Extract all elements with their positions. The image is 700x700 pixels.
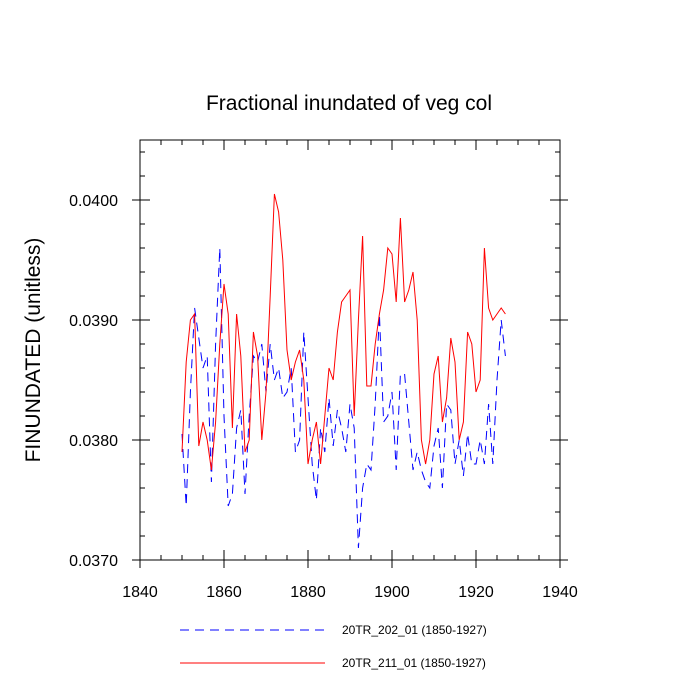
y-tick-label: 0.0380 <box>69 433 118 450</box>
series-layer <box>181 193 506 549</box>
tick-label-layer: 1840 1860 1880 1900 1920 1940 0.0370 0.0380 0.03… <box>69 193 578 601</box>
y-axis-label: FINUNDATED (unitless) <box>22 238 45 463</box>
legend: 20TR_202_01 (1850-1927) 20TR_211_01 (1850… <box>180 623 487 670</box>
y-tick-label: 0.0370 <box>69 553 118 570</box>
x-tick-label: 1840 <box>122 584 158 601</box>
y-tick-label: 0.0400 <box>69 193 118 210</box>
plot-frame <box>139 139 561 561</box>
legend-label-1: 20TR_202_01 (1850-1927) <box>342 623 487 637</box>
series-line-1 <box>181 247 506 549</box>
series-line-2 <box>181 193 506 471</box>
x-tick-label: 1860 <box>206 584 242 601</box>
x-tick-label: 1920 <box>458 584 494 601</box>
y-tick-label: 0.0390 <box>69 313 118 330</box>
x-tick-label: 1880 <box>290 584 326 601</box>
x-tick-label: 1940 <box>542 584 578 601</box>
tick-layer <box>132 140 568 568</box>
x-tick-label: 1900 <box>374 584 410 601</box>
chart-title: Fractional inundated of veg col <box>206 92 492 115</box>
legend-label-2: 20TR_211_01 (1850-1927) <box>342 656 486 670</box>
